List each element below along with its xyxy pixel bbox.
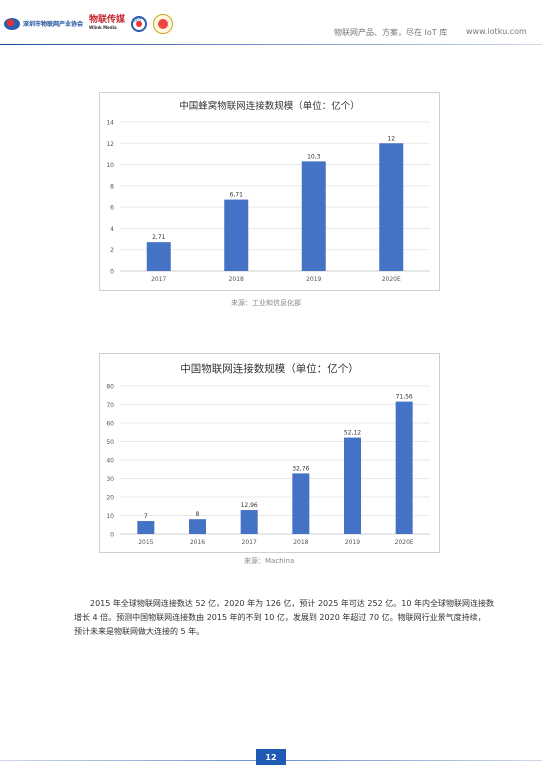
siot-logo-label: SIOT [132,18,142,23]
bar-value-label: 12,96 [241,502,258,509]
page-header: 深圳市物联网产业协会 物联传媒 Wlink Media SIOT 物联网产品、方… [0,0,542,50]
y-tick-label: 10 [106,162,114,169]
bar-value-label: 8 [196,511,200,518]
association-logo: 深圳市物联网产业协会 [4,18,83,30]
bar-value-label: 71,56 [396,394,413,401]
chart-cellular-source: 来源：工业和信息化部 [231,299,301,307]
x-tick-label: 2016 [190,539,205,546]
x-tick-label: 2020E [395,539,414,546]
bar-value-label: 12 [387,135,395,142]
bar [292,473,310,534]
y-tick-label: 0 [110,532,114,539]
y-tick-label: 0 [110,269,114,276]
bar [189,519,206,534]
page-number: 12 [256,749,286,765]
wlink-logo-name: 物联传媒 [89,15,126,25]
siot-logo-icon [131,16,148,32]
wlink-logo-sub: Wlink Media [89,25,117,30]
y-tick-label: 10 [106,513,114,520]
association-logo-icon [4,18,20,30]
y-tick-label: 4 [110,226,114,233]
x-tick-label: 2018 [229,276,244,283]
x-tick-label: 2018 [293,539,308,546]
paragraph-line: 预计未来是物联网做大连接的 5 年。 [74,627,205,636]
chart-iot-connections: 中国物联网连接数规模（单位：亿个） 0 10 20 30 40 50 60 70 80 7 2015 8… [99,353,440,553]
paragraph-line: 增长 4 倍。预测中国物联网连接数由 2015 年的不到 10 亿，发展到 20… [74,613,486,622]
bar [137,521,155,534]
association-logo-name: 深圳市物联网产业协会 [23,20,84,28]
bar-value-label: 2,71 [152,234,166,241]
chart-title: 中国蜂窝物联网连接数规模（单位：亿个） [179,100,360,112]
chart-cellular-iot-connections: 中国蜂窝物联网连接数规模（单位：亿个） 0 2 4 6 8 10 12 14 2,71 2017 6,… [99,92,440,291]
bar-value-label: 10,3 [307,153,321,160]
x-tick-label: 2017 [242,539,257,546]
bar-value-label: 7 [144,513,148,520]
y-tick-label: 2 [110,247,114,254]
x-tick-label: 2019 [345,539,360,546]
bar [240,510,258,534]
bar-value-label: 32,76 [292,465,309,472]
body-paragraph: 2015 年全球物联网连接数达 52 亿，2020 年为 126 亿，预计 20… [74,597,494,639]
y-tick-label: 40 [106,458,114,465]
y-tick-label: 30 [106,476,114,483]
y-tick-label: 14 [106,120,114,127]
x-tick-label: 2019 [306,276,321,283]
header-divider [0,44,542,45]
bar [224,199,249,271]
chart-cellular-svg: 中国蜂窝物联网连接数规模（单位：亿个） 0 2 4 6 8 10 12 14 2,71 2017 6,… [106,100,430,283]
y-tick-label: 12 [106,141,114,148]
paragraph-line: 2015 年全球物联网连接数达 52 亿，2020 年为 126 亿，预计 20… [90,599,494,608]
y-tick-label: 60 [106,421,114,428]
bar [301,161,326,271]
y-tick-label: 70 [106,402,114,409]
y-tick-label: 8 [110,183,114,190]
header-site-link[interactable]: www.iotku.com [466,27,527,36]
x-tick-label: 2015 [138,539,153,546]
chart-iot-source: 来源：Machina [244,557,295,565]
header-logos: 深圳市物联网产业协会 物联传媒 Wlink Media [4,14,174,34]
header-slogan: 物联网产品、方案，尽在 IoT 库 [334,28,448,37]
x-tick-label: 2020E [382,276,401,283]
bar [146,242,171,271]
chart-title: 中国物联网连接数规模（单位：亿个） [180,362,359,375]
badge-logo-icon [153,14,174,34]
chart-iot-svg: 中国物联网连接数规模（单位：亿个） 0 10 20 30 40 50 60 70 80 7 2015 8… [106,362,430,546]
y-tick-label: 50 [106,439,114,446]
bar [395,401,413,534]
bar-value-label: 6,71 [230,192,244,199]
wlink-logo: 物联传媒 Wlink Media [89,16,125,32]
bar [379,143,404,271]
y-tick-label: 80 [106,384,114,391]
y-tick-label: 6 [110,205,114,212]
x-tick-label: 2017 [151,276,166,283]
bar [344,437,361,534]
bar-value-label: 52,12 [344,430,361,437]
y-tick-label: 20 [106,495,114,502]
